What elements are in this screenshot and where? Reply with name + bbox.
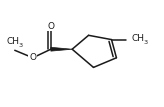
Text: O: O: [47, 22, 54, 31]
Text: O: O: [29, 53, 36, 62]
Text: 3: 3: [19, 43, 23, 48]
Text: CH: CH: [7, 37, 20, 46]
Text: 3: 3: [143, 40, 147, 45]
Polygon shape: [51, 47, 72, 51]
Text: CH: CH: [131, 34, 144, 43]
